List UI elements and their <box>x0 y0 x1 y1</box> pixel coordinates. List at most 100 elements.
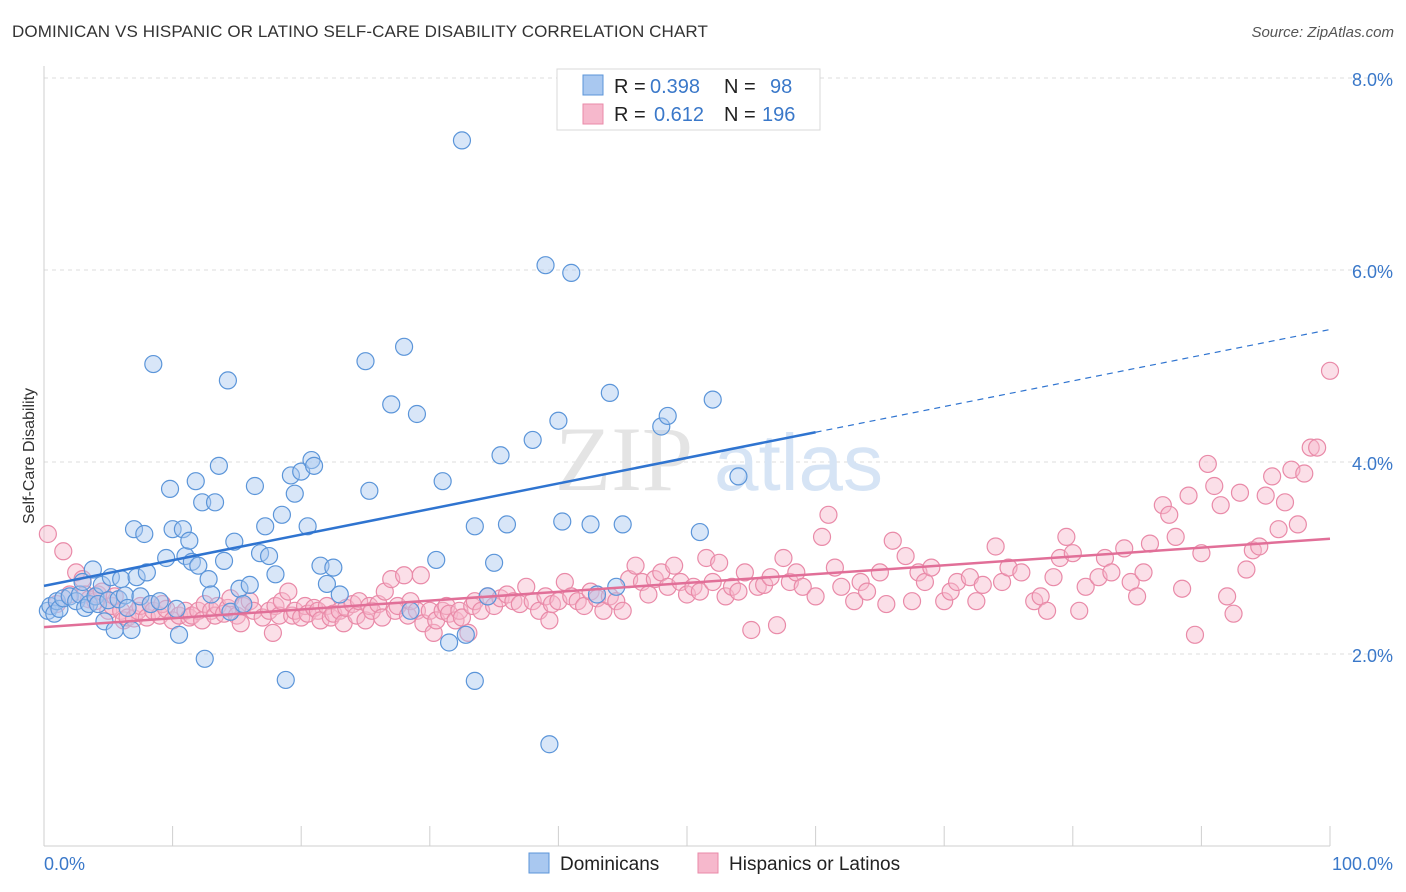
trend-lines <box>43 328 1331 629</box>
hispanic-point <box>1211 496 1230 515</box>
dominican-point <box>180 531 199 550</box>
hispanic-point <box>459 623 478 642</box>
dominican-point <box>127 568 146 587</box>
dominican-point <box>205 493 225 512</box>
hispanic-point <box>1037 601 1057 620</box>
hispanic-point <box>845 592 864 611</box>
hispanic-point <box>1044 568 1063 587</box>
legend-n-value-2: 196 <box>762 104 795 126</box>
dominican-point <box>160 479 180 498</box>
dominican-point <box>169 625 189 644</box>
hispanic-point <box>1250 537 1269 556</box>
hispanic-point <box>735 563 754 582</box>
y-tick-label: 4.0% <box>1352 454 1393 474</box>
hispanic-point <box>1301 438 1320 457</box>
stats-legend: R = 0.398 N = 98 R = 0.612 N = 196 <box>556 68 821 131</box>
dominican-point <box>465 517 484 536</box>
dominican-point <box>433 472 452 491</box>
dominican-point <box>118 598 137 618</box>
dominican-point <box>407 404 427 424</box>
hispanic-point <box>1218 587 1237 606</box>
dominican-point <box>427 550 446 570</box>
watermark-atlas: atlas <box>714 418 883 507</box>
hispanic-point <box>613 601 632 620</box>
legend-r-label-1: R = <box>614 76 646 98</box>
dominican-point <box>124 520 144 539</box>
hispanic-point <box>1134 563 1153 582</box>
hispanic-point <box>902 592 922 611</box>
dominican-point <box>485 553 504 572</box>
dominican-point <box>304 456 324 475</box>
dominican-point <box>562 263 581 282</box>
hispanic-point <box>967 592 986 611</box>
dominican-point <box>536 256 555 275</box>
dominican-point <box>105 620 124 640</box>
y-tick-labels: 2.0% 4.0% 6.0% 8.0% <box>1352 70 1393 666</box>
hispanic-point <box>1237 560 1256 579</box>
hispanic-point <box>1160 505 1179 524</box>
legend-swatch-dominicans <box>528 852 550 874</box>
axes <box>43 66 1331 847</box>
watermark: ZIP atlas <box>555 408 883 510</box>
x-tick-label: 100.0% <box>1332 854 1393 874</box>
y-tick-label: 8.0% <box>1352 70 1393 90</box>
dominican-point <box>112 570 131 589</box>
y-tick-label: 6.0% <box>1352 262 1393 282</box>
dominican-point <box>729 467 748 486</box>
y-axis-label: Self-Care Disability <box>21 388 38 524</box>
hispanic-point <box>793 577 812 596</box>
hispanic-point <box>941 582 960 601</box>
x-tick-labels: 0.0% 100.0% <box>44 854 1393 874</box>
dominican-point <box>240 575 259 594</box>
hispanic-point <box>1256 486 1275 505</box>
hispanic-point <box>857 582 877 601</box>
hispanic-point <box>1198 454 1217 474</box>
hispanic-point <box>935 592 954 611</box>
hispanic-point <box>1057 527 1076 546</box>
dominican-point <box>131 587 150 606</box>
dominican-point <box>581 515 600 534</box>
hispanic-point <box>420 601 439 620</box>
hispanic-point <box>1275 493 1295 512</box>
x-tick-label: 0.0% <box>44 854 85 874</box>
hispanic-point <box>398 606 418 625</box>
hispanic-point <box>1288 515 1307 534</box>
dominican-point <box>703 390 722 409</box>
hispanic-point <box>1224 604 1243 623</box>
hispanic-point <box>626 556 645 575</box>
hispanic-point <box>877 594 896 614</box>
chart-title: DOMINICAN VS HISPANIC OR LATINO SELF-CAR… <box>12 22 708 41</box>
hispanic-point <box>1127 587 1147 606</box>
hispanic-point <box>1295 464 1314 483</box>
dominican-point <box>245 476 265 496</box>
dominican-point <box>553 512 572 531</box>
dominican-point <box>189 556 208 575</box>
hispanic-point <box>819 505 838 524</box>
hispanic-point <box>851 572 870 592</box>
dominican-point <box>523 430 542 450</box>
dominican-point <box>259 546 279 566</box>
hispanic-point <box>1076 577 1095 596</box>
dominican-point <box>209 456 228 475</box>
dominican-point <box>218 371 237 390</box>
dominican-point <box>256 517 275 536</box>
hispanic-point <box>279 582 298 601</box>
dominican-point <box>360 481 379 500</box>
dominican-point <box>456 625 475 644</box>
dominican-point <box>356 352 375 371</box>
hispanic-point <box>1070 601 1089 620</box>
hispanic-point <box>1205 476 1224 496</box>
dominican-point <box>173 520 192 539</box>
hispanic-point <box>1166 527 1185 546</box>
dominican-point <box>439 633 459 652</box>
legend-swatch-pink <box>582 103 604 125</box>
dominican-point <box>652 417 671 436</box>
hispanic-trend-line <box>43 537 1331 629</box>
hispanic-point <box>729 582 748 601</box>
hispanic-point <box>54 542 73 561</box>
dominican-point <box>144 354 163 374</box>
legend-swatch-blue <box>582 74 604 96</box>
legend-swatch-hispanics <box>697 852 719 874</box>
hispanic-point <box>1063 544 1082 563</box>
dominican-point <box>167 599 186 618</box>
